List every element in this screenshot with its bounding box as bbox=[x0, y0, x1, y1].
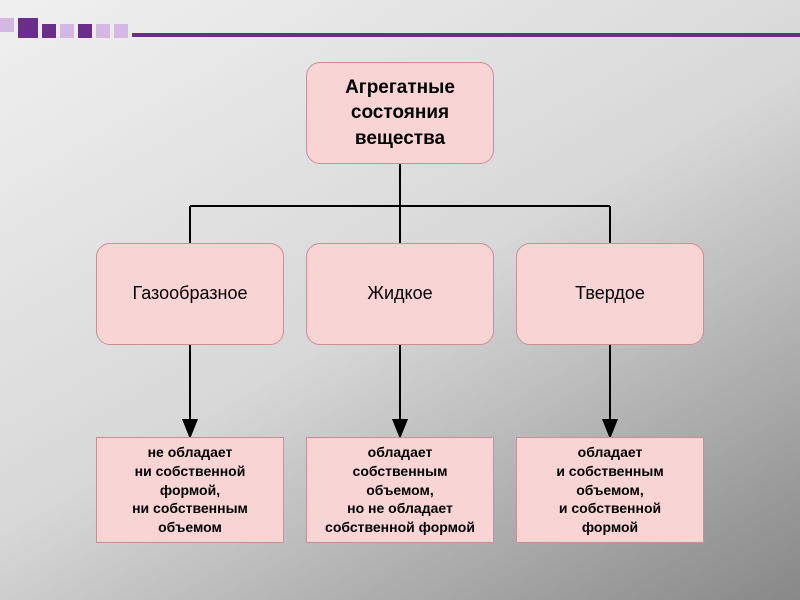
leaf-node-gas: не обладаетни собственнойформой,ни собст… bbox=[96, 437, 284, 543]
leaf-label: обладаетсобственнымобъемом,но не обладае… bbox=[325, 443, 475, 537]
root-label: Агрегатныесостояниявещества bbox=[345, 75, 455, 152]
accent-square bbox=[114, 24, 128, 38]
mid-node-liquid: Жидкое bbox=[306, 243, 494, 345]
accent-square bbox=[132, 33, 800, 37]
accent-square bbox=[0, 18, 14, 32]
accent-square bbox=[18, 18, 38, 38]
leaf-node-solid: обладаети собственнымобъемом,и собственн… bbox=[516, 437, 704, 543]
mid-node-gas: Газообразное bbox=[96, 243, 284, 345]
accent-square bbox=[42, 24, 56, 38]
mid-node-solid: Твердое bbox=[516, 243, 704, 345]
decorative-accent bbox=[0, 18, 800, 38]
mid-label: Твердое bbox=[575, 282, 645, 305]
root-node: Агрегатныесостояниявещества bbox=[306, 62, 494, 164]
accent-square bbox=[60, 24, 74, 38]
mid-label: Жидкое bbox=[367, 282, 432, 305]
leaf-label: не обладаетни собственнойформой,ни собст… bbox=[132, 443, 248, 537]
mid-label: Газообразное bbox=[133, 282, 248, 305]
leaf-node-liquid: обладаетсобственнымобъемом,но не обладае… bbox=[306, 437, 494, 543]
accent-square bbox=[78, 24, 92, 38]
leaf-label: обладаети собственнымобъемом,и собственн… bbox=[556, 443, 663, 537]
accent-square bbox=[96, 24, 110, 38]
